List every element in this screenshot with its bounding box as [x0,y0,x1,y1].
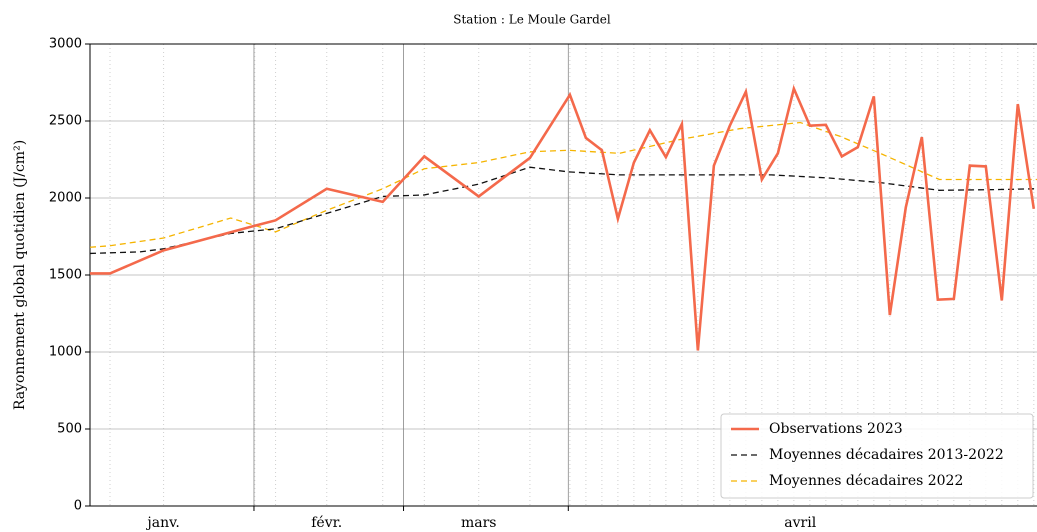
legend-label: Observations 2023 [769,421,903,437]
series-line [89,121,1037,248]
y-tick-label: 3000 [49,37,82,52]
x-tick-label: janv. [145,515,179,531]
y-tick-label: 1500 [49,268,82,283]
x-tick-label: févr. [311,515,342,531]
y-tick-label: 2500 [49,114,82,129]
y-tick-label: 0 [74,499,82,514]
series-line [89,166,1037,255]
legend-label: Moyennes décadaires 2013-2022 [769,447,1004,463]
x-tick-label: mars [461,515,497,531]
chart-title: Station : Le Moule Gardel [453,13,611,27]
legend-label: Moyennes décadaires 2022 [769,473,963,489]
x-tick-label: avril [784,515,816,531]
legend-box [720,413,1034,499]
y-tick-label: 2000 [49,191,82,206]
y-tick-label: 500 [57,422,82,437]
y-axis-label: Rayonnement global quotidien (J/cm²) [12,140,28,410]
y-tick-label: 1000 [49,345,82,360]
series-line [90,84,1036,351]
